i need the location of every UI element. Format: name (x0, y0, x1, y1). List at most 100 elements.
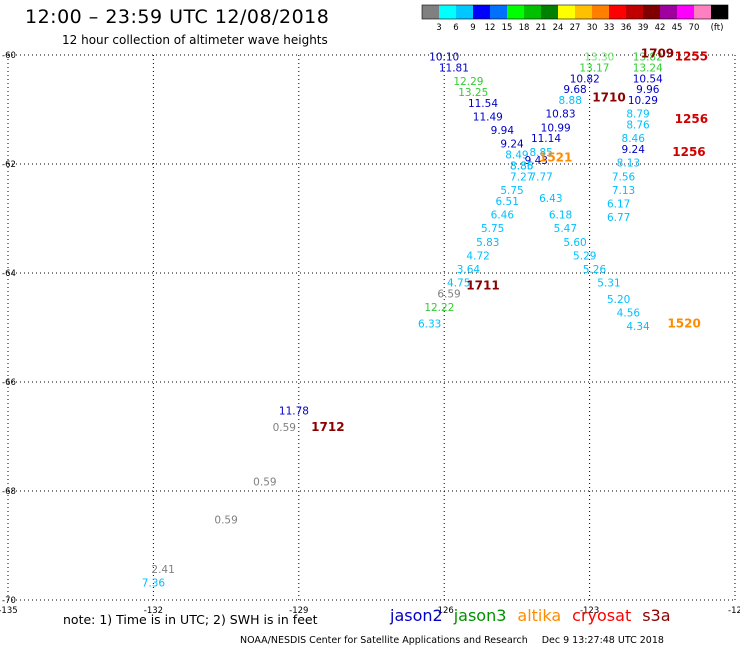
swh-value: 9.24 (622, 144, 646, 156)
colorbar-label: 18 (519, 23, 530, 33)
swh-value: 2.41 (151, 564, 174, 576)
swh-value: 9.24 (500, 139, 524, 151)
x-tick-label: -135 (0, 606, 18, 616)
footnote: note: 1) Time is in UTC; 2) SWH is in fe… (63, 612, 318, 627)
swh-value: 6.77 (607, 212, 630, 224)
legend-item-s3a: s3a (642, 606, 671, 625)
colorbar-label: 36 (621, 23, 632, 33)
colorbar-label: 24 (553, 23, 564, 33)
swh-value: 7.27 (510, 171, 533, 183)
x-tick-label: -12 (728, 606, 740, 616)
swh-value: 8.13 (617, 158, 640, 170)
colorbar-swatch (643, 5, 660, 19)
swh-value: 10.10 (429, 51, 459, 63)
swh-value: 8.49 (505, 150, 528, 162)
colorbar-swatch (711, 5, 728, 19)
credit-line: NOAA/NESDIS Center for Satellite Applica… (240, 635, 664, 646)
y-tick-label: -62 (2, 160, 16, 170)
chart-subtitle: 12 hour collection of altimeter wave hei… (62, 33, 328, 47)
pass-time-label: 1712 (311, 420, 344, 434)
swh-value: 13.24 (633, 62, 663, 74)
swh-value: 7.77 (529, 171, 552, 183)
swh-value: 12.22 (424, 302, 454, 314)
swh-value: 5.75 (500, 185, 523, 197)
swh-value: 0.59 (214, 515, 237, 527)
swh-value: 11.54 (468, 98, 498, 110)
swh-value: 5.83 (476, 237, 499, 249)
colorbar-swatch (439, 5, 456, 19)
colorbar-label: 45 (672, 23, 683, 33)
legend-item-jason3: jason3 (453, 606, 507, 625)
pass-time-label: 1709 (641, 47, 674, 61)
legend-item-cryosat: cryosat (572, 606, 632, 625)
swh-value: 5.75 (481, 223, 504, 235)
pass-time-label: 1521 (539, 150, 572, 164)
swh-value: 8.79 (626, 109, 649, 121)
swh-value: 11.14 (531, 133, 561, 145)
pass-time-label: 1255 (675, 49, 708, 63)
swh-value: 5.26 (583, 264, 607, 276)
swh-value: 5.20 (607, 294, 630, 306)
colorbar-label: 39 (638, 23, 649, 33)
pass-time-label: 1520 (667, 317, 700, 331)
swh-value: 7.56 (612, 171, 636, 183)
colorbar-swatch (507, 5, 524, 19)
swh-value: 6.59 (437, 289, 460, 301)
colorbar-label: 42 (655, 23, 666, 33)
y-tick-label: -68 (2, 487, 16, 497)
y-tick-label: -66 (2, 378, 16, 388)
colorbar-swatch (422, 5, 439, 19)
swh-value: 9.68 (563, 84, 586, 96)
y-tick-label: -70 (2, 596, 16, 606)
colorbar-swatch (677, 5, 694, 19)
axis-ticks: -135 -132 -129 -126 -123 -12 -60 -62 -64 -66 -68 -7… (0, 51, 740, 616)
colorbar-label: 30 (587, 23, 598, 33)
colorbar-label: 6 (453, 23, 458, 33)
swh-value: 10.83 (545, 109, 575, 121)
colorbar-frame (421, 4, 729, 20)
swh-value: 5.31 (597, 278, 620, 290)
swh-value: 8.88 (559, 95, 582, 107)
colorbar-swatch (558, 5, 575, 19)
chart-title: 12:00 – 23:59 UTC 12/08/2018 (25, 6, 330, 28)
pass-labels: 1709 1255 1710 1256 1256 1521 1711 1520 1712 (311, 47, 708, 434)
swh-value: 8.86 (510, 160, 534, 172)
swh-value: 6.18 (549, 210, 572, 222)
swh-value: 6.17 (607, 199, 630, 211)
swh-value: 4.75 (447, 278, 470, 290)
colorbar-label: 70 (689, 23, 700, 33)
swh-value: 6.33 (418, 319, 441, 331)
colorbar-swatch (541, 5, 558, 19)
swh-value: 12.29 (453, 76, 483, 88)
swh-value: 5.47 (554, 223, 577, 235)
swh-value: 13.82 (633, 51, 663, 63)
colorbar-swatch (575, 5, 592, 19)
colorbar-swatch (456, 5, 473, 19)
credit-text: NOAA/NESDIS Center for Satellite Applica… (240, 635, 528, 646)
colorbar-label: 3 (436, 23, 441, 33)
colorbar-label: 15 (502, 23, 513, 33)
swh-value: 11.49 (473, 111, 503, 123)
swh-value: 8.76 (626, 120, 650, 132)
y-tick-label: -60 (2, 51, 16, 61)
colorbar: 3 6 9 12 15 18 21 24 27 30 33 36 39 42 45 70 (ft) (421, 4, 729, 33)
swh-value: 4.56 (617, 308, 641, 320)
colorbar-swatch (694, 5, 711, 19)
colorbar-label: 33 (604, 23, 615, 33)
swh-value: 3.64 (457, 264, 481, 276)
swh-value: 9.94 (491, 125, 515, 137)
swh-value: 13.17 (579, 62, 609, 74)
swh-value: 6.46 (491, 210, 515, 222)
colorbar-swatch (490, 5, 507, 19)
swh-value: 0.59 (253, 477, 276, 489)
colorbar-label: 27 (570, 23, 581, 33)
colorbar-label: (ft) (711, 23, 724, 33)
colorbar-label: 12 (485, 23, 496, 33)
swh-value: 11.78 (279, 406, 309, 418)
swh-value: 7.13 (612, 185, 635, 197)
swh-value: 10.29 (628, 95, 658, 107)
colorbar-swatch (524, 5, 541, 19)
x-tick-label: -123 (580, 606, 599, 616)
swh-value: 11.81 (439, 62, 469, 74)
